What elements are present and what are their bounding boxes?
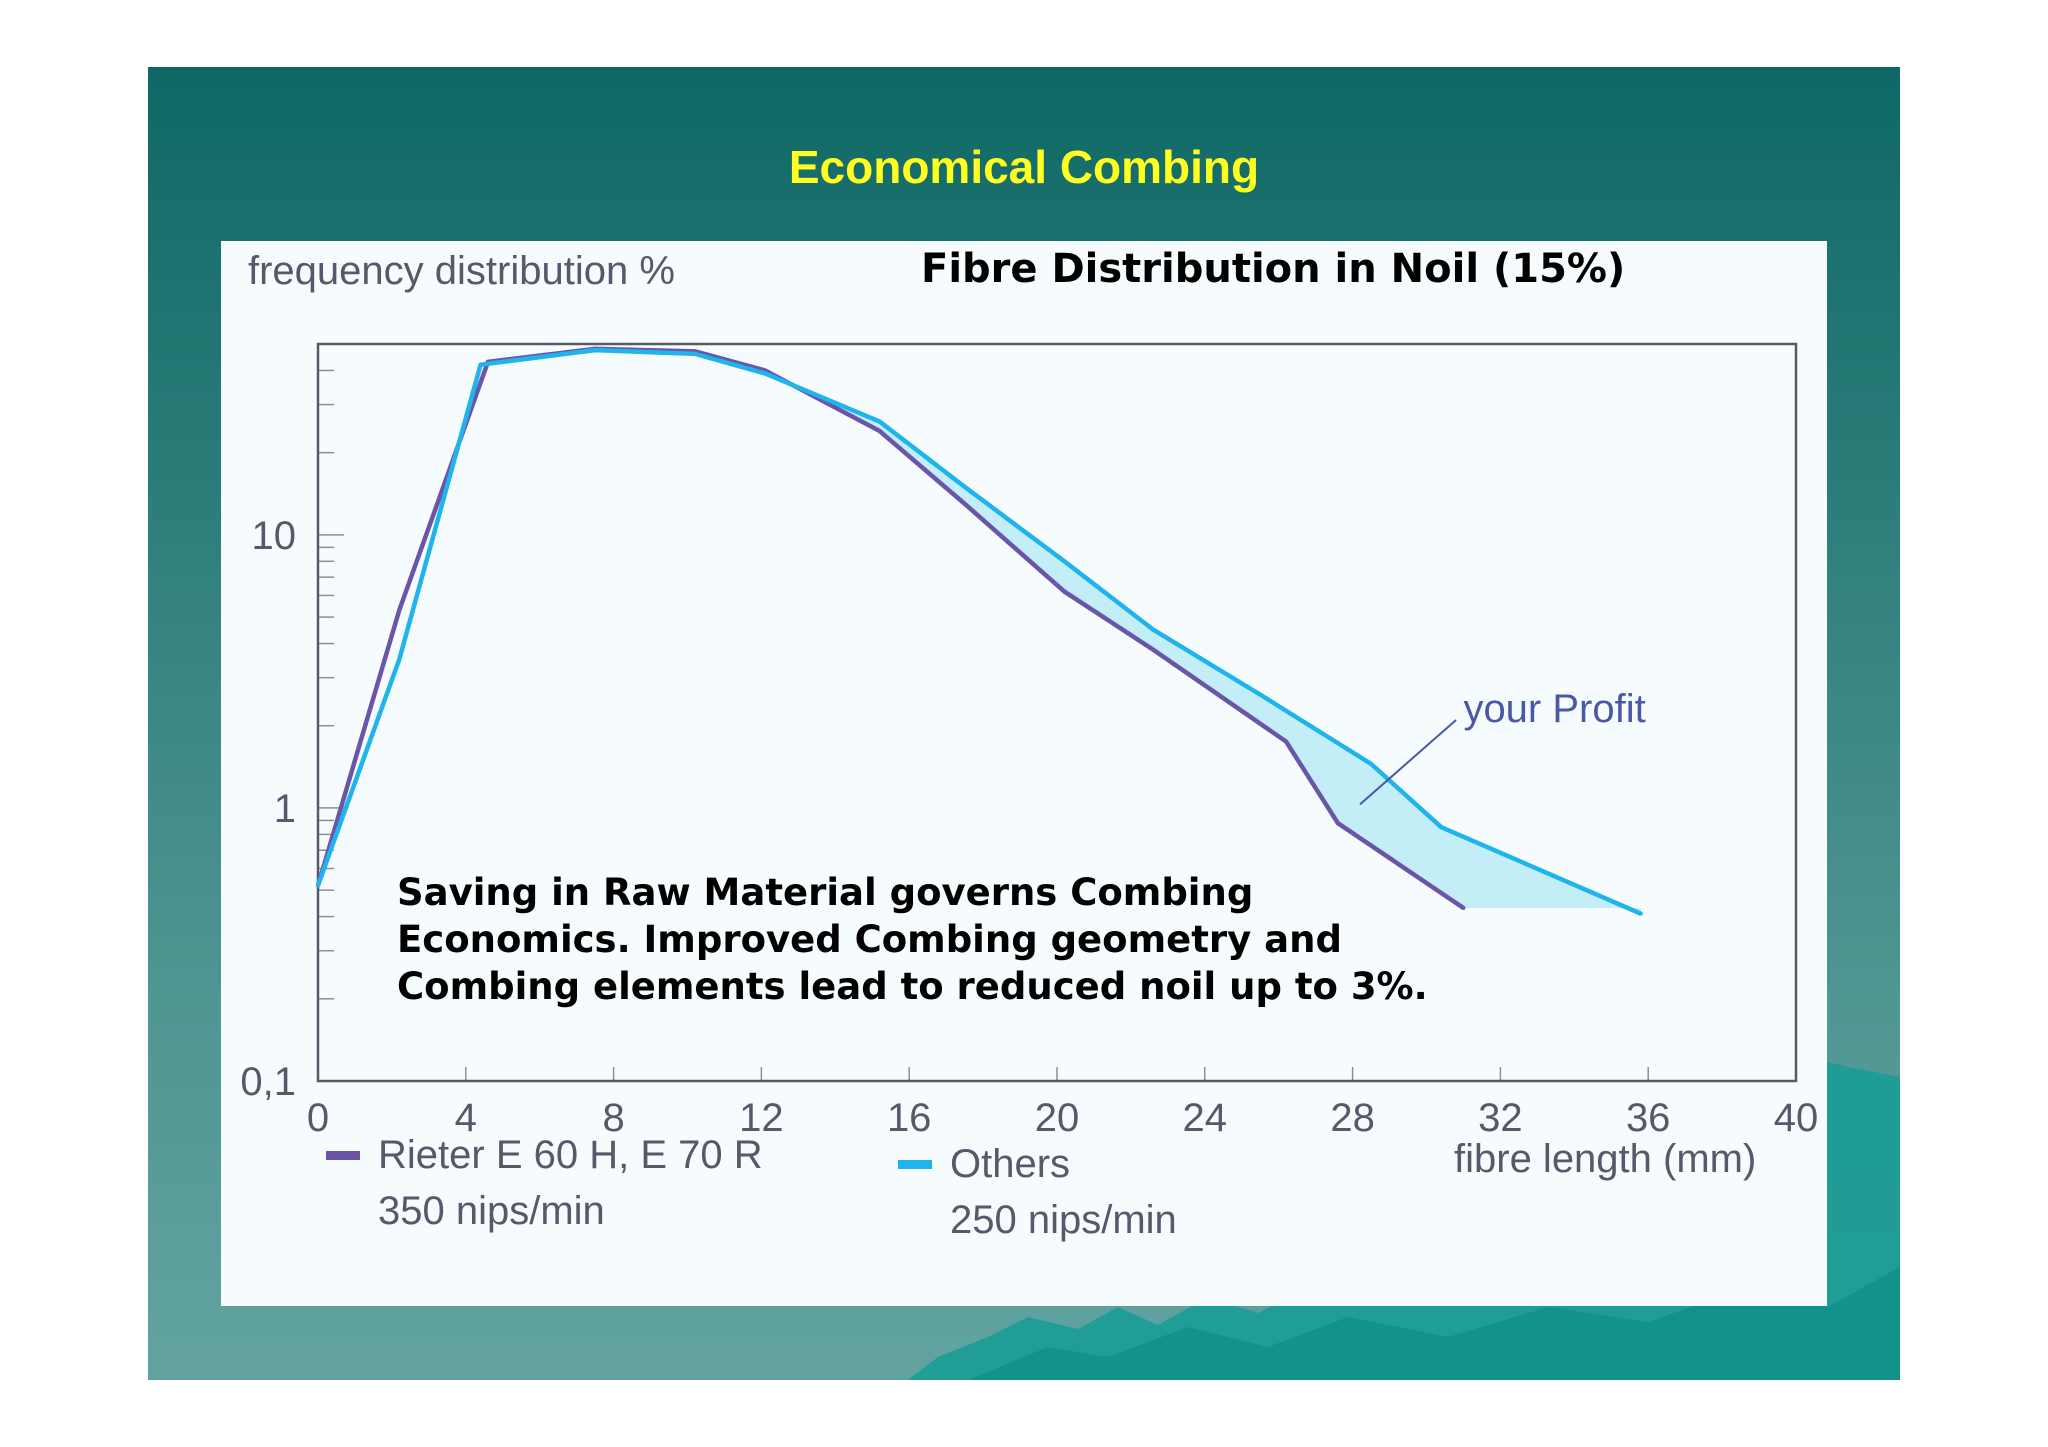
- annotation-line: Combing elements lead to reduced noil up…: [397, 965, 1428, 1008]
- x-tick-label: 28: [1330, 1096, 1375, 1140]
- profit-area: [765, 370, 1641, 914]
- data-point-rieter: [1335, 821, 1340, 826]
- x-tick-label: 40: [1774, 1096, 1819, 1140]
- data-point-others: [316, 883, 320, 888]
- slide: Economical Combing 0 4 8 12 16 20 24 28 32 36 40 0,…: [148, 67, 1900, 1380]
- y-axis-label: frequency distribution %: [248, 249, 675, 293]
- x-tick-label: 8: [602, 1096, 624, 1140]
- legend-swatch-others: [898, 1160, 932, 1169]
- data-point-others: [397, 657, 402, 662]
- data-point-rieter: [1151, 647, 1156, 652]
- legend-label: Rieter E 60 H, E 70 R: [378, 1133, 763, 1177]
- x-tick-label: 36: [1626, 1096, 1671, 1140]
- data-point-rieter: [1461, 906, 1466, 911]
- x-tick-label: 32: [1478, 1096, 1523, 1140]
- chart-plot: 0 4 8 12 16 20 24 28 32 36 40 0,1 1 10 your Profit: [240, 342, 1819, 1140]
- legend-swatch-rieter: [326, 1151, 360, 1160]
- annotation-text: Saving in Raw Material governs Combing E…: [397, 869, 1597, 1010]
- series-line-others: [315, 347, 1642, 916]
- data-point-rieter: [397, 608, 402, 613]
- data-point-others: [1062, 559, 1067, 564]
- data-point-others: [962, 484, 967, 489]
- data-point-rieter: [877, 429, 882, 434]
- x-tick-label: 12: [739, 1096, 784, 1140]
- y-tick-label: 1: [274, 787, 296, 831]
- chart-title: Fibre Distribution in Noil (15%): [921, 246, 1626, 292]
- x-tick-label: 24: [1183, 1096, 1228, 1140]
- x-tick-label: 4: [455, 1096, 477, 1140]
- annotation-line: Saving in Raw Material governs Combing: [397, 871, 1254, 914]
- legend-sublabel: 250 nips/min: [950, 1198, 1177, 1242]
- data-point-others: [1369, 761, 1374, 766]
- legend-label: Others: [950, 1142, 1071, 1186]
- data-point-others: [692, 351, 697, 356]
- x-tick-label: 16: [887, 1096, 932, 1140]
- profit-label: your Profit: [1463, 687, 1645, 731]
- data-point-others: [763, 371, 768, 376]
- x-axis-label: fibre length (mm): [1454, 1137, 1757, 1181]
- data-point-others: [593, 348, 598, 353]
- annotation-line: Economics. Improved Combing geometry and: [397, 918, 1342, 961]
- slide-title: Economical Combing: [788, 141, 1260, 193]
- y-tick-label: 0,1: [240, 1060, 296, 1104]
- data-point-others: [1151, 627, 1156, 632]
- data-point-others: [1439, 825, 1444, 830]
- x-tick-label: 0: [307, 1096, 329, 1140]
- data-point-rieter: [1284, 739, 1289, 744]
- data-point-rieter: [1062, 589, 1067, 594]
- y-tick-label: 10: [252, 514, 297, 558]
- data-point-rieter: [962, 501, 967, 506]
- legend-sublabel: 350 nips/min: [378, 1189, 605, 1233]
- data-point-others: [1638, 911, 1643, 916]
- profit-pointer-line: [1359, 719, 1457, 806]
- plot-frame: [316, 342, 1798, 1083]
- data-point-others: [1258, 692, 1263, 697]
- x-tick-label: 20: [1035, 1096, 1080, 1140]
- data-point-others: [877, 419, 882, 424]
- chart-panel: 0 4 8 12 16 20 24 28 32 36 40 0,1 1 10 your Profit fr…: [221, 241, 1827, 1306]
- data-point-others: [478, 362, 483, 367]
